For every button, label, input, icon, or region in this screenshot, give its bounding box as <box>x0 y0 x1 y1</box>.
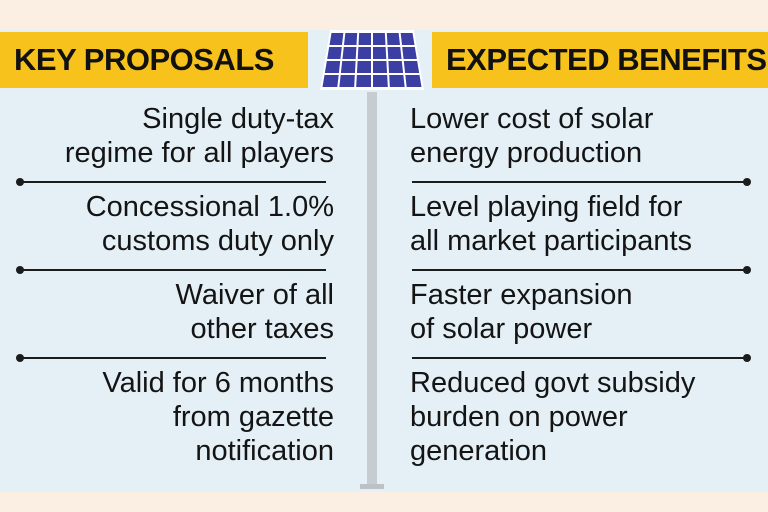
solar-cell <box>373 33 386 45</box>
divider-dot <box>743 266 751 274</box>
solar-cell <box>339 75 355 87</box>
proposal-line: Concessional 1.0% <box>85 191 334 223</box>
row-divider <box>20 357 326 359</box>
row-divider <box>20 269 326 271</box>
proposal-line: Single duty-tax <box>142 103 334 135</box>
proposal-line: Waiver of all <box>175 279 334 311</box>
divider-dot <box>16 178 24 186</box>
solar-cell <box>388 61 404 73</box>
solar-cell <box>400 33 415 45</box>
proposal-1: Single duty-tax regime for all players <box>4 102 334 170</box>
row-divider <box>412 181 746 183</box>
solar-cell <box>344 33 358 45</box>
solar-cell <box>329 33 344 45</box>
solar-panel-icon <box>320 30 424 90</box>
solar-cell <box>373 61 388 73</box>
solar-cell <box>342 47 357 59</box>
divider-dot <box>743 178 751 186</box>
benefit-line: energy production <box>410 137 643 169</box>
solar-cell <box>402 47 417 59</box>
expected-benefits-header: EXPECTED BENEFITS <box>432 32 768 88</box>
solar-cell <box>387 47 402 59</box>
row-divider <box>412 357 746 359</box>
benefit-line: of solar power <box>410 313 593 345</box>
benefit-line: all market participants <box>410 225 693 257</box>
key-proposals-title: KEY PROPOSALS <box>14 42 274 77</box>
solar-cell <box>327 47 342 59</box>
solar-cell <box>358 33 371 45</box>
solar-cell <box>356 75 371 87</box>
solar-cell <box>405 75 422 87</box>
benefit-line: Reduced govt subsidy <box>410 367 696 399</box>
proposal-3: Waiver of all other taxes <box>4 278 334 346</box>
solar-cell <box>357 47 371 59</box>
divider-dot <box>16 354 24 362</box>
row-divider <box>20 181 326 183</box>
proposal-line: from gazette <box>172 401 334 433</box>
solar-cell <box>373 47 387 59</box>
solar-cell <box>324 61 341 73</box>
solar-cell <box>389 75 405 87</box>
expected-benefits-title: EXPECTED BENEFITS <box>446 42 767 77</box>
solar-cell <box>403 61 420 73</box>
benefit-line: generation <box>410 435 548 467</box>
row-divider <box>412 269 746 271</box>
proposal-2: Concessional 1.0% customs duty only <box>4 190 334 258</box>
benefit-line: Lower cost of solar <box>410 103 654 135</box>
divider-dot <box>16 266 24 274</box>
solar-panel-pole-base <box>360 484 384 489</box>
benefit-line: Faster expansion <box>410 279 633 311</box>
divider-dot <box>743 354 751 362</box>
proposal-line: customs duty only <box>101 225 334 257</box>
key-proposals-header: KEY PROPOSALS <box>0 32 308 88</box>
proposal-4: Valid for 6 months from gazette notificati… <box>4 366 334 468</box>
solar-panel-pole <box>367 92 377 486</box>
content-panel <box>0 30 768 492</box>
solar-cell <box>340 61 356 73</box>
solar-cell <box>373 75 388 87</box>
benefit-3: Faster expansion of solar power <box>410 278 760 346</box>
solar-cell <box>322 75 339 87</box>
benefit-line: burden on power <box>410 401 628 433</box>
proposal-line: regime for all players <box>64 137 334 169</box>
solar-cell <box>356 61 371 73</box>
benefit-4: Reduced govt subsidy burden on power gener… <box>410 366 760 468</box>
benefit-2: Level playing field for all market partic… <box>410 190 760 258</box>
benefit-1: Lower cost of solar energy production <box>410 102 760 170</box>
solar-cell <box>386 33 400 45</box>
proposal-line: notification <box>195 435 334 467</box>
proposal-line: Valid for 6 months <box>102 367 334 399</box>
proposal-line: other taxes <box>190 313 334 345</box>
benefit-line: Level playing field for <box>410 191 683 223</box>
